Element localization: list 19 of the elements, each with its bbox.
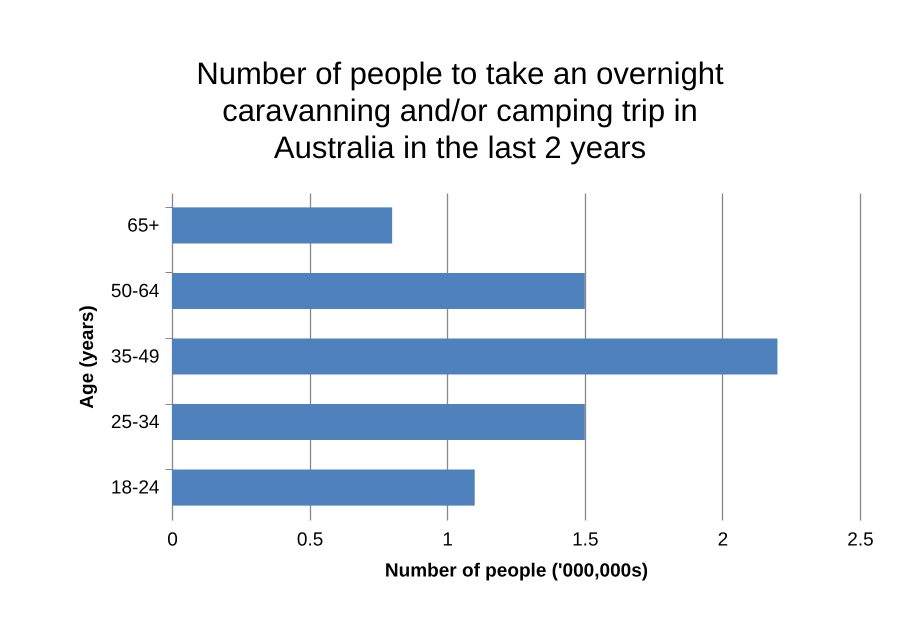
bar [172,338,778,375]
x-tick-label: 2 [718,530,728,550]
y-tick-label: 35-49 [110,346,160,368]
x-axis-title: Number of people ('000,000s) [384,560,648,582]
x-tick-label: 2.5 [847,530,874,550]
chart-title: Number of people to take an overnight caravanning and/or camping trip in Australia in the last 2 years [196,56,724,165]
x-tick-label: 0 [167,530,178,550]
x-tick-label: 0.5 [296,530,324,550]
bar [172,272,585,309]
y-tick-label: 65+ [127,215,160,236]
y-tick-label: 50-64 [110,280,160,302]
bar [172,207,392,244]
x-tick-label: 1 [442,530,453,550]
y-tick-label: 25-34 [110,412,160,434]
y-axis-title: Age (years) [76,305,98,409]
y-tick-label: 18-24 [110,478,160,499]
x-tick-label: 1.5 [572,530,599,550]
bar [172,404,585,440]
bar [172,470,475,506]
